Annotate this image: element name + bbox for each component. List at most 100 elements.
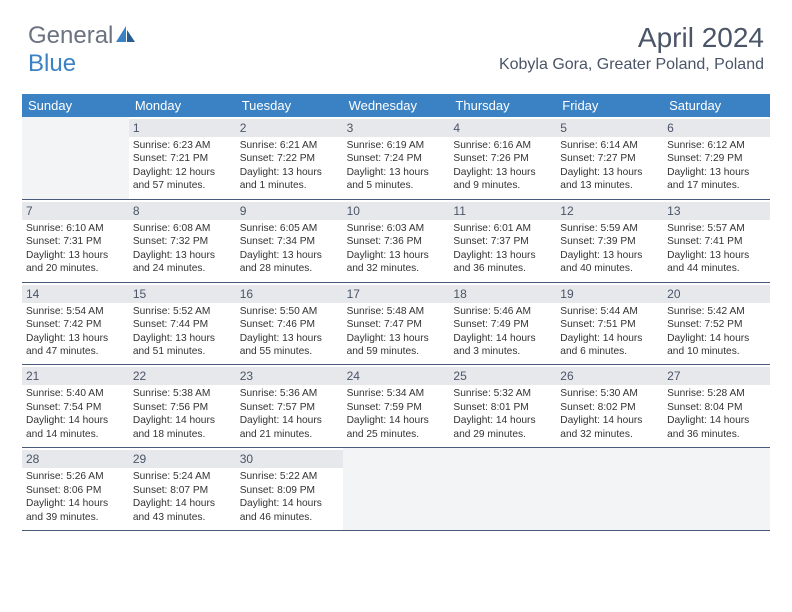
day-number: 12	[556, 202, 663, 220]
sunset-text: Sunset: 7:59 PM	[347, 401, 446, 414]
daylight-text: Daylight: 14 hours and 18 minutes.	[133, 414, 232, 441]
sunrise-text: Sunrise: 5:24 AM	[133, 470, 232, 483]
day-cell: 14Sunrise: 5:54 AMSunset: 7:42 PMDayligh…	[22, 283, 129, 365]
day-number	[663, 450, 770, 454]
day-info: Sunrise: 5:24 AMSunset: 8:07 PMDaylight:…	[133, 470, 232, 524]
sunrise-text: Sunrise: 5:36 AM	[240, 387, 339, 400]
daylight-text: Daylight: 14 hours and 39 minutes.	[26, 497, 125, 524]
month-title: April 2024	[499, 22, 764, 54]
day-cell: 15Sunrise: 5:52 AMSunset: 7:44 PMDayligh…	[129, 283, 236, 365]
title-block: April 2024 Kobyla Gora, Greater Poland, …	[499, 22, 764, 74]
daylight-text: Daylight: 14 hours and 43 minutes.	[133, 497, 232, 524]
day-cell: 23Sunrise: 5:36 AMSunset: 7:57 PMDayligh…	[236, 365, 343, 447]
week-row: 21 Sunrise: 5:40 AMSunset: 7:54 PM Dayligh…	[22, 365, 770, 448]
week-row: 14Sunrise: 5:54 AMSunset: 7:42 PMDayligh…	[22, 283, 770, 366]
day-info: Sunrise: 5:59 AMSunset: 7:39 PMDaylight:…	[560, 222, 659, 276]
day-number: 29	[129, 450, 236, 468]
sunset-text: Sunset: 7:46 PM	[240, 318, 339, 331]
day-cell: 25 Sunrise: 5:32 AMSunset: 8:01 PMDayligh…	[449, 365, 556, 447]
day-cell: 5Sunrise: 6:14 AMSunset: 7:27 PMDaylight…	[556, 117, 663, 199]
header: GeneralBlue April 2024 Kobyla Gora, Grea…	[0, 0, 792, 86]
week-row: 7Sunrise: 6:10 AMSunset: 7:31 PMDaylight…	[22, 200, 770, 283]
day-info: Sunrise: 5:52 AMSunset: 7:44 PMDaylight:…	[133, 305, 232, 359]
day-info: Sunrise: 5:30 AMSunset: 8:02 PMDaylight:…	[560, 387, 659, 441]
sunrise-text: Sunrise: 5:44 AM	[560, 305, 659, 318]
dow-cell: Tuesday	[236, 94, 343, 117]
sunset-text: Sunset: 7:52 PM	[667, 318, 766, 331]
day-info: Sunrise: 5:57 AMSunset: 7:41 PMDaylight:…	[667, 222, 766, 276]
daylight-text: Daylight: 12 hours and 57 minutes.	[133, 166, 232, 193]
day-cell: 11Sunrise: 6:01 AMSunset: 7:37 PMDayligh…	[449, 200, 556, 282]
sunrise-text: Sunrise: 5:59 AM	[560, 222, 659, 235]
day-info: Sunrise: 6:21 AMSunset: 7:22 PMDaylight:…	[240, 139, 339, 193]
sunrise-text: Sunrise: 6:23 AM	[133, 139, 232, 152]
daylight-text: Daylight: 13 hours and 47 minutes.	[26, 332, 125, 359]
sunrise-text: Sunrise: 6:12 AM	[667, 139, 766, 152]
day-number: 18	[449, 285, 556, 303]
sunrise-text: Sunrise: 5:34 AM	[347, 387, 446, 400]
daylight-text: Daylight: 14 hours and 46 minutes.	[240, 497, 339, 524]
day-info: Sunrise: 5:54 AMSunset: 7:42 PMDaylight:…	[26, 305, 125, 359]
sunrise-text: Sunrise: 6:10 AM	[26, 222, 125, 235]
daylight-text: Daylight: 13 hours and 59 minutes.	[347, 332, 446, 359]
sunset-text: Sunset: 8:06 PM	[26, 484, 125, 497]
day-info: Sunrise: 6:03 AMSunset: 7:36 PMDaylight:…	[347, 222, 446, 276]
sunrise-text: Sunrise: 6:16 AM	[453, 139, 552, 152]
daylight-text: Daylight: 13 hours and 28 minutes.	[240, 249, 339, 276]
day-cell: 1 Sunrise: 6:23 AMSunset: 7:21 PMDaylight…	[129, 117, 236, 199]
sunset-text: Sunset: 7:42 PM	[26, 318, 125, 331]
sunset-text: Sunset: 7:21 PM	[133, 152, 232, 165]
day-info: Sunrise: 6:01 AMSunset: 7:37 PMDaylight:…	[453, 222, 552, 276]
day-info: Sunrise: 5:50 AMSunset: 7:46 PMDaylight:…	[240, 305, 339, 359]
dow-cell: Saturday	[663, 94, 770, 117]
day-number: 27	[663, 367, 770, 385]
day-info: Sunrise: 6:08 AMSunset: 7:32 PMDaylight:…	[133, 222, 232, 276]
sunset-text: Sunset: 7:54 PM	[26, 401, 125, 414]
day-info: Sunrise: 5:44 AMSunset: 7:51 PMDaylight:…	[560, 305, 659, 359]
sunset-text: Sunset: 8:09 PM	[240, 484, 339, 497]
logo-text-general: General	[28, 22, 113, 49]
logo-text-blue: Blue	[28, 50, 76, 77]
day-cell: 2Sunrise: 6:21 AMSunset: 7:22 PMDaylight…	[236, 117, 343, 199]
day-cell: 22Sunrise: 5:38 AMSunset: 7:56 PMDayligh…	[129, 365, 236, 447]
day-info: Sunrise: 6:23 AMSunset: 7:21 PMDaylight:…	[133, 139, 232, 193]
daylight-text: Daylight: 14 hours and 29 minutes.	[453, 414, 552, 441]
day-cell: 16Sunrise: 5:50 AMSunset: 7:46 PMDayligh…	[236, 283, 343, 365]
daylight-text: Daylight: 13 hours and 24 minutes.	[133, 249, 232, 276]
day-number: 21	[22, 367, 129, 385]
sunrise-text: Sunrise: 5:42 AM	[667, 305, 766, 318]
day-number: 1	[129, 119, 236, 137]
daylight-text: Daylight: 13 hours and 13 minutes.	[560, 166, 659, 193]
sunrise-text: Sunrise: 5:38 AM	[133, 387, 232, 400]
sunset-text: Sunset: 7:49 PM	[453, 318, 552, 331]
day-info: Sunrise: 5:34 AMSunset: 7:59 PMDaylight:…	[347, 387, 446, 441]
sunset-text: Sunset: 7:51 PM	[560, 318, 659, 331]
day-number: 3	[343, 119, 450, 137]
day-info: Sunrise: 6:14 AMSunset: 7:27 PMDaylight:…	[560, 139, 659, 193]
daylight-text: Daylight: 13 hours and 44 minutes.	[667, 249, 766, 276]
sunset-text: Sunset: 8:02 PM	[560, 401, 659, 414]
daylight-text: Daylight: 13 hours and 55 minutes.	[240, 332, 339, 359]
day-cell: 30Sunrise: 5:22 AMSunset: 8:09 PMDayligh…	[236, 448, 343, 530]
sunrise-text: Sunrise: 5:32 AM	[453, 387, 552, 400]
day-cell: 24Sunrise: 5:34 AMSunset: 7:59 PMDayligh…	[343, 365, 450, 447]
day-cell	[449, 448, 556, 530]
day-cell: 27Sunrise: 5:28 AMSunset: 8:04 PMDayligh…	[663, 365, 770, 447]
sunrise-text: Sunrise: 5:40 AM	[26, 387, 125, 400]
dow-cell: Friday	[556, 94, 663, 117]
day-number: 17	[343, 285, 450, 303]
day-cell: 12 Sunrise: 5:59 AMSunset: 7:39 PMDayligh…	[556, 200, 663, 282]
day-number: 25	[449, 367, 556, 385]
day-number: 20	[663, 285, 770, 303]
daylight-text: Daylight: 14 hours and 6 minutes.	[560, 332, 659, 359]
logo-sail-icon	[115, 22, 137, 50]
daylight-text: Daylight: 14 hours and 3 minutes.	[453, 332, 552, 359]
day-cell	[663, 448, 770, 530]
sunset-text: Sunset: 7:57 PM	[240, 401, 339, 414]
dow-row: SundayMondayTuesdayWednesdayThursdayFrid…	[22, 94, 770, 117]
day-cell: 6Sunrise: 6:12 AMSunset: 7:29 PMDaylight…	[663, 117, 770, 199]
day-info: Sunrise: 5:48 AMSunset: 7:47 PMDaylight:…	[347, 305, 446, 359]
sunset-text: Sunset: 8:01 PM	[453, 401, 552, 414]
day-cell	[22, 117, 129, 199]
day-cell: 17 Sunrise: 5:48 AMSunset: 7:47 PMDayligh…	[343, 283, 450, 365]
